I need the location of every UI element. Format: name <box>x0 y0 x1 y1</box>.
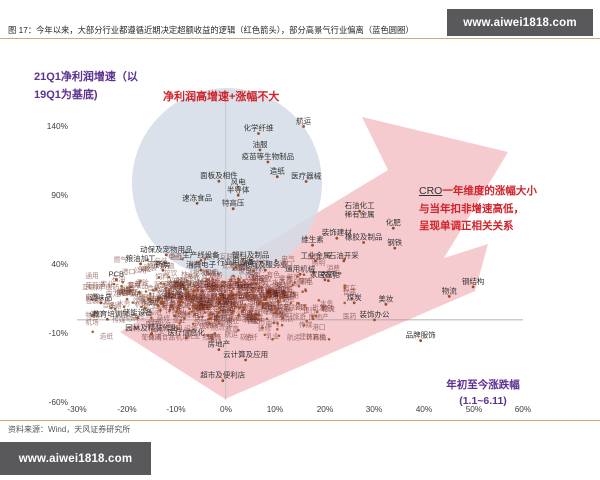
svg-text:航运: 航运 <box>296 116 311 126</box>
svg-text:旅游: 旅游 <box>293 311 307 320</box>
svg-text:调味品: 调味品 <box>90 292 113 302</box>
svg-text:140%: 140% <box>47 121 69 131</box>
svg-text:调味品: 调味品 <box>128 281 148 290</box>
svg-text:家居家电: 家居家电 <box>310 269 340 279</box>
svg-text:公用: 公用 <box>133 266 146 274</box>
svg-text:疫苗等生物制品: 疫苗等生物制品 <box>242 151 295 161</box>
svg-text:公路: 公路 <box>294 302 308 311</box>
svg-text:化学纤维: 化学纤维 <box>244 123 274 133</box>
svg-text:消费电子: 消费电子 <box>186 259 216 269</box>
svg-text:-60%: -60% <box>49 397 69 407</box>
svg-text:品牌服饰: 品牌服饰 <box>406 330 436 340</box>
svg-text:超市及便利店: 超市及便利店 <box>200 370 245 380</box>
svg-text:美妆: 美妆 <box>378 293 393 303</box>
svg-text:半导体: 半导体 <box>227 184 250 194</box>
svg-text:40%: 40% <box>51 259 68 269</box>
svg-text:-10%: -10% <box>49 328 69 338</box>
svg-text:厨电: 厨电 <box>252 277 266 286</box>
svg-text:教育: 教育 <box>225 324 239 333</box>
svg-text:化肥: 化肥 <box>386 217 401 227</box>
svg-text:30%: 30% <box>366 404 383 414</box>
svg-text:粮油加工: 粮油加工 <box>126 253 156 263</box>
svg-text:石油化工: 石油化工 <box>345 200 375 210</box>
svg-text:煤炭: 煤炭 <box>347 292 362 302</box>
svg-text:计算机: 计算机 <box>165 306 185 315</box>
svg-text:-20%: -20% <box>117 404 137 414</box>
svg-text:-30%: -30% <box>67 404 87 414</box>
svg-text:90%: 90% <box>51 190 68 200</box>
svg-text:建筑: 建筑 <box>299 332 313 341</box>
svg-text:特高压: 特高压 <box>222 198 245 208</box>
svg-text:云计算及应用: 云计算及应用 <box>223 349 268 359</box>
svg-text:软件: 软件 <box>240 332 254 341</box>
svg-text:钢结构: 钢结构 <box>462 276 485 286</box>
svg-text:10%: 10% <box>267 404 284 414</box>
svg-text:药房: 药房 <box>155 259 170 269</box>
svg-text:物流: 物流 <box>442 285 457 295</box>
svg-text:橡胶及制品: 橡胶及制品 <box>345 232 383 242</box>
svg-text:20%: 20% <box>317 404 334 414</box>
svg-text:石油开采: 石油开采 <box>329 250 359 260</box>
svg-text:维生素: 维生素 <box>301 234 324 244</box>
svg-text:0%: 0% <box>220 404 233 414</box>
svg-text:稀有金属: 稀有金属 <box>345 209 375 219</box>
svg-text:房地产: 房地产 <box>208 339 231 349</box>
svg-text:医疗器械: 医疗器械 <box>291 171 321 181</box>
svg-text:生产线设备: 生产线设备 <box>182 249 220 259</box>
svg-text:港口: 港口 <box>312 322 325 331</box>
svg-text:互联网: 互联网 <box>82 283 102 292</box>
svg-text:工业金属: 工业金属 <box>301 250 331 260</box>
svg-text:造纸: 造纸 <box>270 166 285 176</box>
svg-text:钢铁: 钢铁 <box>387 237 402 247</box>
svg-text:速冻食品: 速冻食品 <box>182 192 212 202</box>
svg-text:造纸: 造纸 <box>100 332 114 341</box>
svg-text:通用: 通用 <box>85 271 98 280</box>
svg-text:航运: 航运 <box>287 332 301 341</box>
svg-text:水务: 水务 <box>272 277 286 286</box>
svg-text:油服: 油服 <box>253 139 268 149</box>
svg-text:医疗信息化: 医疗信息化 <box>167 327 205 337</box>
svg-text:医药: 医药 <box>343 312 357 321</box>
svg-text:储能设备: 储能设备 <box>123 307 153 317</box>
svg-text:水务: 水务 <box>320 298 334 307</box>
svg-text:电商及服务业: 电商及服务业 <box>243 259 288 269</box>
svg-text:PCB: PCB <box>109 270 124 279</box>
svg-text:装饰办公: 装饰办公 <box>360 309 390 319</box>
svg-text:教育培训: 教育培训 <box>92 308 122 318</box>
svg-text:饲料: 饲料 <box>155 272 169 281</box>
svg-text:-10%: -10% <box>166 404 186 414</box>
